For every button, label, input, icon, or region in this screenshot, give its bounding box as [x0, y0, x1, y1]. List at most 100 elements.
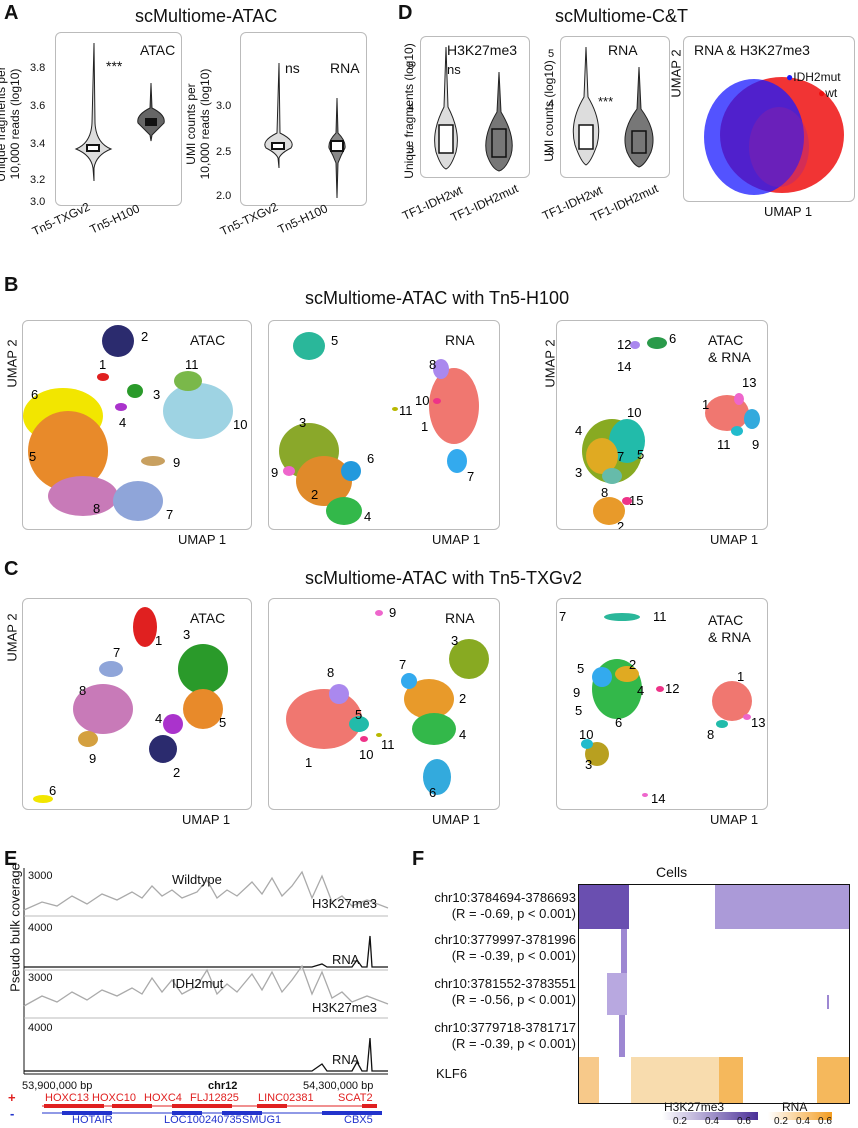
h3k-tick-0: 5	[408, 60, 415, 72]
legend-h3k-ticks: 0.2 0.4 0.6	[673, 1116, 751, 1127]
umap-d-xlabel: UMAP 1	[764, 204, 813, 219]
track-2-group: IDH2mut	[172, 976, 224, 991]
svg-text:10: 10	[233, 417, 247, 432]
svg-text:12: 12	[617, 337, 631, 352]
svg-text:2: 2	[629, 657, 636, 672]
umap-d-title: RNA & H3K27me3	[694, 42, 810, 58]
svg-text:14: 14	[617, 359, 631, 374]
heatmap-row-2: chr10:3781552-3783551 (R = -0.56, p < 0.0…	[434, 976, 576, 1007]
svg-text:5: 5	[577, 661, 584, 676]
atac-ylabel: Unique fragments per 10,000 reads (log10)	[0, 66, 22, 182]
rna-group-1: Tn5-H100	[275, 201, 330, 237]
cluster-9	[283, 466, 295, 476]
svg-text:1: 1	[737, 669, 744, 684]
svg-text:3: 3	[299, 415, 306, 430]
coverage-tracks	[22, 868, 390, 1078]
heatmap-row-1: chr10:3779997-3781996 (R = -0.39, p < 0.0…	[434, 932, 576, 963]
svg-text:8: 8	[601, 485, 608, 500]
strand-plus: +	[8, 1090, 16, 1105]
b-atac-rna-label: ATAC & RNA	[708, 332, 751, 365]
panel-label-e: E	[4, 848, 18, 870]
svg-text:11: 11	[653, 609, 667, 624]
atac-significance: ***	[106, 58, 123, 74]
svg-text:1: 1	[155, 633, 162, 648]
violin-txgv2	[74, 42, 113, 182]
heatmap-title: Cells	[656, 864, 688, 880]
cluster-14	[642, 793, 648, 797]
cluster-1	[97, 373, 109, 381]
svg-text:8: 8	[79, 683, 86, 698]
umap-b-rna: 5 3 2 4 6 9 1 8 7 10 11	[268, 320, 500, 530]
gene-linc02381: LINC02381	[258, 1092, 314, 1104]
cluster-3	[178, 644, 228, 694]
legend-h3k-gradient	[662, 1112, 758, 1120]
coverage-svg	[23, 868, 389, 1075]
track-0-scale: 3000	[28, 870, 53, 882]
d-rna-label: RNA	[608, 42, 638, 58]
svg-text:6: 6	[669, 331, 676, 346]
cluster-2	[404, 679, 454, 719]
mut-h3k27me3-track	[23, 964, 389, 1007]
svg-text:4: 4	[155, 711, 162, 726]
svg-text:5: 5	[331, 333, 338, 348]
d-rna-tick-2: 3	[548, 146, 555, 158]
cluster-4	[163, 714, 183, 734]
track-0-group: Wildtype	[172, 872, 222, 887]
c-rna-label: RNA	[445, 610, 475, 626]
svg-text:9: 9	[271, 465, 278, 480]
cluster-11	[376, 733, 382, 737]
cluster-10	[163, 383, 233, 439]
cluster-7	[604, 613, 640, 621]
svg-text:5: 5	[219, 715, 226, 730]
c-atac-label: ATAC	[190, 610, 226, 626]
box-h100	[145, 118, 157, 126]
svg-text:2: 2	[141, 329, 148, 344]
panel-label-b: B	[4, 274, 19, 296]
svg-text:6: 6	[615, 715, 622, 730]
violin-plot-atac	[55, 32, 182, 206]
cluster-2	[102, 325, 134, 357]
cluster-13	[734, 393, 744, 405]
svg-text:7: 7	[559, 609, 566, 624]
svg-text:6: 6	[429, 785, 436, 800]
svg-text:2: 2	[173, 765, 180, 780]
d-rna-significance: ***	[598, 94, 614, 109]
umap-b-atac: 2 6 5 8 7 10 11 3 1 4 9	[22, 320, 252, 530]
svg-text:7: 7	[399, 657, 406, 672]
svg-text:6: 6	[49, 783, 56, 798]
gene-smug1: SMUG1	[242, 1114, 282, 1126]
gene-hoxc4: HOXC4	[144, 1092, 182, 1104]
violin-h100	[137, 82, 165, 142]
box-wt-h3k	[438, 124, 454, 154]
cluster-7	[113, 481, 163, 521]
svg-text:8: 8	[93, 501, 100, 516]
cluster-5	[293, 332, 325, 360]
gene-flj12825: FLJ12825	[190, 1092, 239, 1104]
track-0-name: H3K27me3	[312, 896, 378, 911]
svg-text:9: 9	[89, 751, 96, 766]
cluster-8	[433, 359, 449, 379]
b1-ylabel: UMAP 2	[4, 339, 20, 388]
cluster-4	[412, 713, 456, 745]
umap-c-atac: 1 7 8 9 3 5 4 2 6	[22, 598, 252, 810]
cluster-5	[592, 667, 612, 687]
cluster-3	[585, 742, 609, 766]
svg-text:8: 8	[707, 727, 714, 742]
panel-label-f: F	[412, 848, 425, 870]
cluster-1	[429, 368, 479, 444]
svg-text:10: 10	[627, 405, 641, 420]
violin-plot-rna	[240, 32, 367, 206]
svg-text:4: 4	[637, 683, 644, 698]
mut-rna-track	[24, 1037, 388, 1072]
box-mut-h3k	[491, 128, 507, 158]
panel-a-title: scMultiome-ATAC	[135, 6, 278, 26]
svg-text:7: 7	[467, 469, 474, 484]
svg-text:4: 4	[119, 415, 126, 430]
cluster-5	[28, 411, 108, 491]
h3k-label: H3K27me3	[447, 42, 518, 58]
cluster-1	[133, 607, 157, 647]
violin-rna-txgv2	[264, 62, 293, 169]
cluster-11	[392, 407, 398, 411]
panel-d-title: scMultiome-C&T	[555, 6, 689, 26]
cluster-8	[602, 468, 622, 484]
